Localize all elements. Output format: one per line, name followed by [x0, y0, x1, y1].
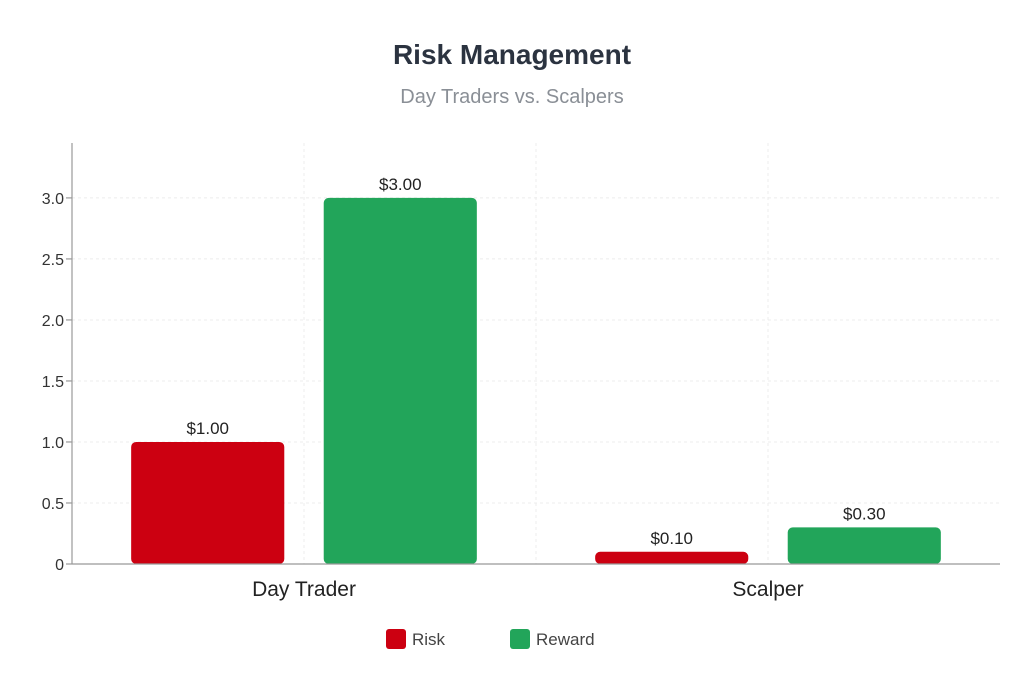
- x-category-label: Day Trader: [252, 578, 356, 601]
- bar-risk-scalper: [595, 551, 749, 564]
- legend-swatch: [386, 629, 406, 649]
- y-tick-label: 2.5: [42, 252, 64, 269]
- x-axis: Day Trader Scalper: [252, 578, 804, 601]
- data-label: $1.00: [186, 419, 229, 438]
- y-tick-label: 0: [55, 557, 64, 574]
- data-label: $0.10: [650, 529, 693, 548]
- bar-reward-scalper: [787, 527, 941, 564]
- y-tick-label: 0.5: [42, 496, 64, 513]
- chart-title: Risk Management: [393, 39, 631, 70]
- bars: $1.00 $3.00 $0.10 $0.30: [131, 175, 941, 565]
- bar-risk-day-trader: [131, 441, 285, 564]
- legend-swatch: [510, 629, 530, 649]
- legend-label: Reward: [536, 630, 595, 649]
- x-category-label: Scalper: [732, 578, 803, 601]
- y-axis: 0 0.5 1.0 1.5 2.0 2.5 3.0: [42, 191, 72, 574]
- y-tick-label: 1.0: [42, 435, 64, 452]
- legend: Risk Reward: [386, 629, 595, 649]
- legend-label: Risk: [412, 630, 446, 649]
- y-tick-label: 1.5: [42, 374, 64, 391]
- data-label: $0.30: [843, 504, 886, 523]
- data-label: $3.00: [379, 175, 422, 194]
- y-tick-label: 2.0: [42, 313, 64, 330]
- grid: [72, 143, 1000, 564]
- chart-subtitle: Day Traders vs. Scalpers: [400, 86, 623, 108]
- axes: [71, 143, 1000, 565]
- bar-reward-day-trader: [323, 197, 477, 565]
- y-tick-label: 3.0: [42, 191, 64, 208]
